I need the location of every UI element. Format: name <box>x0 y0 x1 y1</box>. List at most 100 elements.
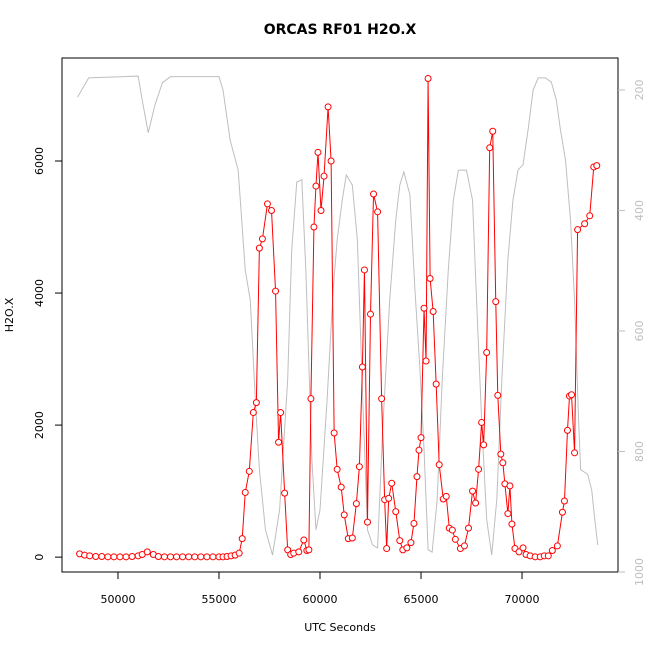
data-point <box>363 518 371 526</box>
data-point <box>574 226 582 234</box>
data-point <box>333 465 341 473</box>
data-point <box>410 519 418 527</box>
data-point <box>98 552 106 560</box>
data-point <box>494 391 502 399</box>
data-point <box>263 200 271 208</box>
chart-title: ORCAS RF01 H2O.X <box>264 22 417 38</box>
data-point <box>258 235 266 243</box>
data-point <box>499 459 507 467</box>
data-point <box>480 441 488 449</box>
data-point <box>403 544 411 552</box>
data-point <box>281 489 289 497</box>
data-point <box>86 552 94 560</box>
data-point <box>327 157 335 165</box>
data-point <box>360 266 368 274</box>
data-point <box>435 461 443 469</box>
data-point <box>235 549 243 557</box>
data-point <box>451 535 459 543</box>
y2-tick-label: 200 <box>633 79 646 100</box>
data-point <box>420 304 428 312</box>
data-point <box>255 244 263 252</box>
data-point <box>422 357 430 365</box>
data-point <box>426 275 434 283</box>
data-point <box>104 553 112 561</box>
data-point <box>460 542 468 550</box>
data-point <box>191 553 199 561</box>
data-point <box>173 553 181 561</box>
data-point <box>340 511 348 519</box>
data-point <box>448 526 456 534</box>
data-point <box>352 500 360 508</box>
data-point <box>388 479 396 487</box>
x-tick-label: 60000 <box>302 593 337 606</box>
data-point <box>305 546 313 554</box>
data-point <box>370 190 378 198</box>
y2-tick-label: 800 <box>633 441 646 462</box>
data-point <box>320 172 328 180</box>
y-tick-label: 4000 <box>33 279 46 307</box>
y2-tick-label: 400 <box>633 200 646 221</box>
data-point <box>581 220 589 228</box>
data-point <box>486 144 494 152</box>
data-point <box>128 552 136 560</box>
data-point <box>553 542 561 550</box>
data-point <box>497 450 505 458</box>
data-point <box>378 395 386 403</box>
y-tick-label: 2000 <box>33 411 46 439</box>
data-point <box>548 547 556 555</box>
data-point <box>92 552 100 560</box>
data-point <box>407 539 415 547</box>
data-point <box>185 553 193 561</box>
x-tick-label: 55000 <box>201 593 236 606</box>
data-point <box>374 208 382 216</box>
data-point <box>475 465 483 473</box>
data-point <box>593 162 601 170</box>
data-point <box>272 287 280 295</box>
data-point <box>586 212 594 220</box>
data-point <box>160 553 168 561</box>
data-point <box>560 497 568 505</box>
data-point <box>504 510 512 518</box>
data-point <box>472 499 480 507</box>
data-point <box>515 548 523 556</box>
data-point <box>252 399 260 407</box>
data-point <box>348 534 356 542</box>
data-point <box>385 494 393 502</box>
data-point <box>310 223 318 231</box>
data-point <box>417 434 425 442</box>
data-point <box>241 488 249 496</box>
data-point <box>367 310 375 318</box>
data-line <box>77 75 599 556</box>
data-point <box>358 363 366 371</box>
data-point <box>203 553 211 561</box>
data-point <box>544 552 552 560</box>
data-point <box>571 449 579 457</box>
data-point <box>110 553 118 561</box>
data-point <box>324 103 332 111</box>
data-point <box>355 463 363 471</box>
x-tick-label: 70000 <box>505 593 540 606</box>
data-point <box>330 429 338 437</box>
data-point <box>429 308 437 316</box>
data-point <box>558 508 566 516</box>
data-point <box>413 473 421 481</box>
y2-tick-label: 1000 <box>633 558 646 586</box>
data-point <box>154 552 162 560</box>
data-point <box>245 467 253 475</box>
data-point <box>275 438 283 446</box>
data-point <box>337 483 345 491</box>
data-point <box>317 207 325 215</box>
data-point <box>268 207 276 215</box>
data-point <box>492 298 500 306</box>
data-point <box>249 409 257 417</box>
data-point <box>197 553 205 561</box>
y-axis-label: H2O.X <box>3 297 16 332</box>
data-point <box>277 409 285 417</box>
data-point <box>568 391 576 399</box>
data-point <box>489 127 497 135</box>
y-tick-label: 0 <box>33 554 46 561</box>
data-point <box>396 537 404 545</box>
x-tick-label: 50000 <box>100 593 135 606</box>
data-point <box>432 380 440 388</box>
